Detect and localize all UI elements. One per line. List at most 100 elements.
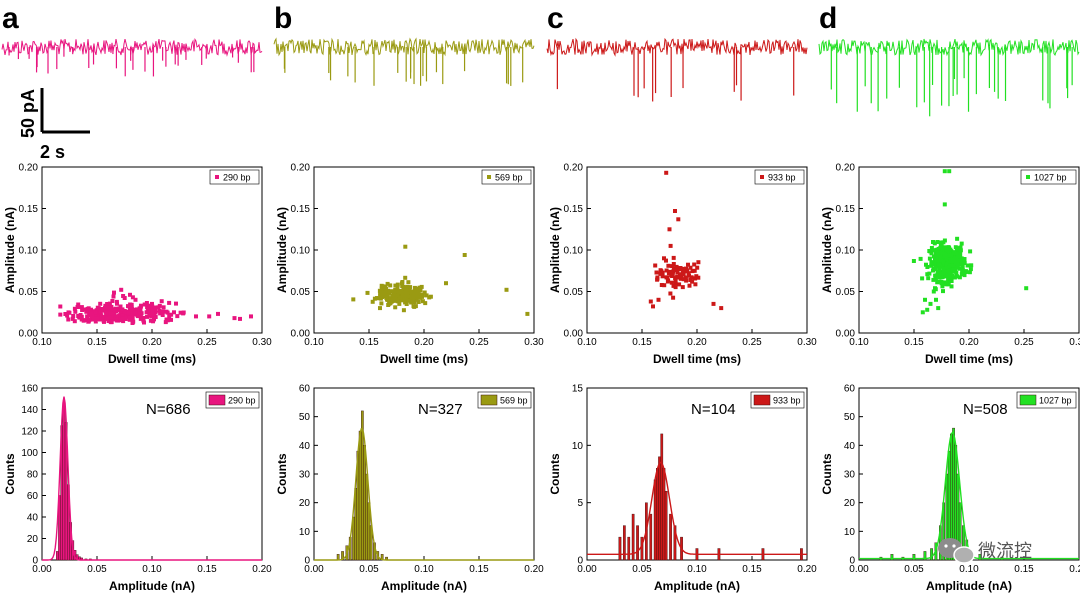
scatter-point: [929, 263, 934, 268]
scatter-point: [941, 289, 945, 294]
scatter-point: [944, 262, 949, 267]
scatter-point: [674, 264, 679, 269]
scatter-point: [393, 305, 398, 310]
scatter-point: [655, 275, 660, 280]
scatter-point: [181, 310, 186, 315]
histogram-ytick-label: 160: [21, 384, 38, 395]
scatter-point: [398, 298, 403, 303]
scatter-point: [419, 284, 424, 289]
scatter-point: [378, 291, 383, 296]
histogram-xtick-label: 0.05: [87, 564, 107, 575]
scatter-point: [932, 248, 937, 253]
scatter-point: [949, 284, 954, 289]
scatter-point: [420, 299, 425, 304]
histogram-ytick-label: 60: [844, 384, 856, 395]
scatter-xtick-label: 0.25: [1014, 337, 1034, 348]
scatter-point: [407, 286, 412, 291]
scatter-xtick-label: 0.10: [32, 337, 52, 348]
histogram-ytick-label: 50: [299, 412, 311, 423]
scatter-point: [380, 284, 385, 289]
scatter-point: [384, 293, 389, 298]
scatter-xtick-label: 0.15: [632, 337, 652, 348]
scatter-point: [942, 251, 947, 256]
scatter-ytick-label: 0.15: [836, 204, 856, 215]
scatter-xtick-label: 0.30: [524, 337, 544, 348]
histogram-bar: [912, 554, 916, 561]
histogram-c: 0.00 0.05 0.10 0.15 0.20 0 5 10 15 Amplitude (nA)…: [548, 384, 817, 594]
scatter-legend-label: 569 bp: [495, 173, 523, 183]
scatter-point: [951, 263, 956, 268]
scatter-point: [660, 274, 665, 279]
histogram-xtick-label: 0.20: [1069, 564, 1080, 575]
scatter-point: [77, 315, 82, 320]
scatter-point: [658, 268, 663, 273]
histogram-bar: [669, 513, 672, 561]
histogram-legend-swatch: [480, 394, 498, 406]
histogram-legend-label: 290 bp: [228, 396, 256, 406]
histogram-bar: [660, 433, 664, 561]
scatter-point: [148, 318, 153, 323]
scatter-point: [676, 217, 681, 222]
scatter-point: [399, 290, 404, 295]
scatter-point: [370, 299, 375, 304]
scatter-point: [416, 300, 421, 304]
scatter-point: [936, 259, 941, 264]
histogram-ylabel: Counts: [3, 453, 17, 495]
histogram-ytick-label: 20: [844, 498, 856, 509]
scatter-point: [126, 310, 131, 315]
scatter-point: [939, 271, 944, 276]
scatter-point: [121, 294, 126, 298]
scatter-xlabel: Dwell time (ms): [653, 352, 741, 366]
scatter-point: [98, 301, 103, 306]
histogram-n-label: N=508: [963, 401, 1008, 418]
histogram-d: 0.00 0.05 0.10 0.15 0.20 0 10 20 30 40 50 60 Amplitu…: [820, 384, 1080, 594]
histogram-xtick-label: 0.10: [687, 564, 707, 575]
scatter-point: [669, 280, 674, 285]
scatter-point: [415, 293, 419, 298]
scatter-point: [365, 290, 370, 295]
scatter-point: [153, 308, 157, 313]
histogram-ytick-label: 0: [849, 556, 855, 567]
scatter-point: [238, 316, 242, 321]
scatter-point: [666, 263, 671, 268]
scatter-point: [146, 306, 151, 311]
scatter-legend-label: 1027 bp: [1034, 173, 1067, 183]
scatter-point: [1024, 286, 1029, 291]
scatter-point: [949, 259, 954, 264]
scatter-point: [128, 292, 132, 297]
scatter-point: [120, 307, 125, 312]
histogram-xtick-label: 0.20: [252, 564, 272, 575]
scatter-point: [379, 301, 384, 306]
scatter-point: [683, 275, 688, 280]
scatter-point: [112, 312, 117, 317]
scatter-point: [673, 281, 678, 286]
scatter-point: [952, 251, 957, 256]
histogram-xtick-label: 0.05: [904, 564, 924, 575]
scatter-ytick-label: 0.05: [564, 287, 584, 298]
scatter-xtick-label: 0.15: [904, 337, 924, 348]
scatter-point: [444, 281, 448, 286]
scatter-point: [194, 314, 198, 319]
scatter-point: [167, 314, 172, 319]
scatter-ytick-label: 0.00: [19, 329, 39, 340]
histogram-legend-label: 569 bp: [500, 396, 528, 406]
scatter-point: [150, 308, 155, 313]
scatter-point: [147, 309, 152, 314]
scatter-point: [150, 311, 155, 316]
histogram-bar: [618, 536, 622, 561]
scatter-point: [175, 314, 180, 319]
scatter-point: [96, 313, 101, 317]
scale-bar: 50 pA 2 s: [18, 88, 90, 162]
scatter-point: [920, 276, 925, 281]
scatter-point: [655, 277, 660, 282]
scatter-point: [427, 295, 432, 300]
scatter-point: [967, 270, 972, 275]
scatter-point: [403, 244, 408, 249]
histogram-legend-swatch: [1019, 394, 1037, 406]
histogram-n-label: N=327: [418, 401, 463, 418]
scatter-point: [945, 273, 950, 278]
histogram-xlabel: Amplitude (nA): [654, 579, 740, 593]
scatter-point: [94, 317, 98, 321]
scatter-point: [126, 304, 130, 309]
scatter-point: [654, 270, 659, 275]
